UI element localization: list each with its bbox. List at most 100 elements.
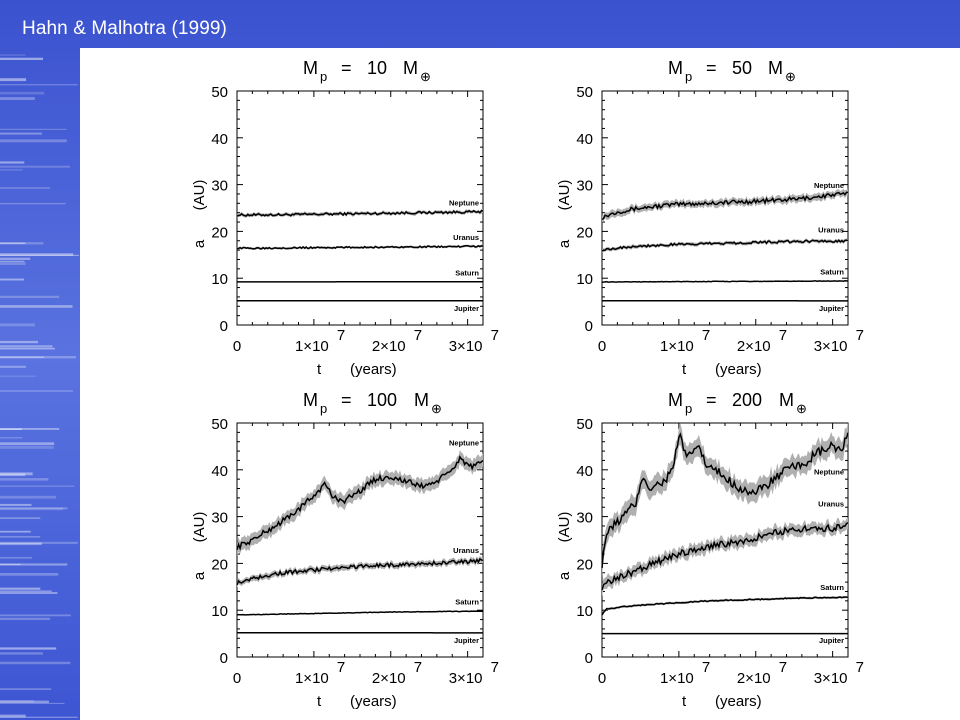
background-streak bbox=[0, 128, 67, 130]
background-streak bbox=[0, 356, 44, 358]
series-label-saturn: Saturn bbox=[820, 583, 844, 592]
series-line-uranus bbox=[236, 244, 484, 250]
background-streak bbox=[0, 688, 52, 690]
series-label-uranus: Uranus bbox=[818, 225, 844, 234]
background-streak bbox=[0, 485, 75, 487]
x-tick-exponent: 7 bbox=[702, 659, 710, 676]
chart-title-m: M bbox=[668, 390, 683, 410]
background-streak bbox=[0, 375, 36, 377]
x-tick-exponent: 7 bbox=[856, 659, 864, 676]
x-tick-exponent: 7 bbox=[702, 327, 710, 344]
x-tick-label: 2×10 bbox=[737, 338, 771, 355]
earth-symbol: ⊕ bbox=[420, 69, 431, 84]
series-spread-band bbox=[602, 422, 848, 578]
series-label-neptune: Neptune bbox=[814, 467, 844, 476]
x-tick-label: 0 bbox=[233, 670, 241, 687]
earth-symbol: ⊕ bbox=[796, 401, 807, 416]
background-streaks bbox=[0, 54, 79, 718]
y-tick-label: 40 bbox=[576, 131, 593, 148]
background-streak bbox=[0, 700, 49, 703]
chart-title-m: M bbox=[303, 390, 318, 410]
y-tick-label: 40 bbox=[576, 463, 593, 480]
x-tick-label: 3×10 bbox=[449, 338, 483, 355]
x-tick-label: 0 bbox=[598, 338, 606, 355]
background-streak bbox=[0, 503, 32, 506]
y-axis-label-a: a bbox=[556, 571, 573, 580]
y-axis-label-a: a bbox=[191, 571, 208, 580]
series-spread-band bbox=[602, 517, 848, 597]
background-streak bbox=[0, 563, 21, 565]
y-tick-label: 10 bbox=[211, 271, 228, 288]
x-tick-label: 1×10 bbox=[660, 670, 694, 687]
chart-title-value: 200 bbox=[732, 390, 762, 410]
background-streak bbox=[0, 323, 35, 327]
y-tick-label: 50 bbox=[211, 84, 228, 101]
background-streak bbox=[0, 473, 26, 477]
chart-title-m: M bbox=[303, 58, 318, 78]
series-label-uranus: Uranus bbox=[818, 499, 844, 508]
series-line-saturn bbox=[236, 610, 484, 616]
x-axis-label-unit: (years) bbox=[350, 361, 397, 378]
x-axis-label-t: t bbox=[682, 693, 687, 710]
chart-title-equals: = bbox=[706, 58, 717, 78]
background-streak bbox=[0, 345, 53, 348]
background-streak bbox=[0, 495, 56, 499]
y-tick-label: 50 bbox=[576, 84, 593, 101]
y-axis-label-a: a bbox=[191, 239, 208, 248]
background-streak bbox=[0, 242, 26, 244]
background-streak bbox=[0, 278, 24, 281]
background-streak bbox=[0, 472, 33, 476]
x-tick-exponent: 7 bbox=[414, 327, 422, 344]
chart-title-subscript: p bbox=[320, 69, 327, 84]
background-streak bbox=[0, 517, 41, 519]
chart-title-m2: M bbox=[768, 58, 783, 78]
background-streak bbox=[0, 563, 68, 566]
series-label-neptune: Neptune bbox=[814, 181, 844, 190]
x-tick-label: 2×10 bbox=[372, 338, 406, 355]
x-axis-label-t: t bbox=[317, 361, 322, 378]
series-spread-band bbox=[602, 238, 848, 253]
background-streak bbox=[0, 295, 60, 298]
background-streak bbox=[0, 340, 38, 344]
background-streak bbox=[0, 305, 73, 308]
series-spread-band bbox=[237, 555, 483, 588]
series-spread-band bbox=[602, 188, 848, 223]
background-streak bbox=[0, 253, 74, 256]
series-label-jupiter: Jupiter bbox=[819, 304, 844, 313]
background-streak bbox=[0, 536, 41, 538]
x-tick-label: 1×10 bbox=[295, 338, 329, 355]
background-streak bbox=[0, 442, 55, 446]
x-tick-label: 3×10 bbox=[814, 670, 848, 687]
background-streak bbox=[0, 507, 64, 511]
background-streak bbox=[0, 592, 58, 594]
background-streak bbox=[0, 530, 31, 533]
y-tick-label: 20 bbox=[211, 556, 228, 573]
background-streak bbox=[0, 541, 78, 544]
x-tick-exponent: 7 bbox=[856, 327, 864, 344]
chart-title-m2: M bbox=[414, 390, 429, 410]
background-streak bbox=[0, 587, 41, 590]
y-axis-label-unit: (AU) bbox=[191, 512, 208, 543]
slide-title: Hahn & Malhotra (1999) bbox=[22, 18, 227, 39]
chart-title-m2: M bbox=[779, 390, 794, 410]
y-tick-label: 40 bbox=[211, 131, 228, 148]
x-axis-label-t: t bbox=[317, 693, 322, 710]
x-axis-label-unit: (years) bbox=[715, 693, 762, 710]
y-tick-label: 10 bbox=[576, 603, 593, 620]
series-spread-band bbox=[237, 450, 483, 556]
background-streak bbox=[0, 542, 42, 545]
chart-title-value: 100 bbox=[367, 390, 397, 410]
series-label-jupiter: Jupiter bbox=[819, 636, 844, 645]
x-tick-label: 3×10 bbox=[814, 338, 848, 355]
x-tick-label: 1×10 bbox=[295, 670, 329, 687]
background-streak bbox=[0, 702, 65, 704]
series-label-uranus: Uranus bbox=[453, 233, 479, 242]
series-line-saturn bbox=[601, 596, 849, 616]
chart-title-subscript: p bbox=[320, 401, 327, 416]
background-streak bbox=[0, 356, 76, 359]
background-streak bbox=[0, 716, 78, 718]
earth-symbol: ⊕ bbox=[785, 69, 796, 84]
